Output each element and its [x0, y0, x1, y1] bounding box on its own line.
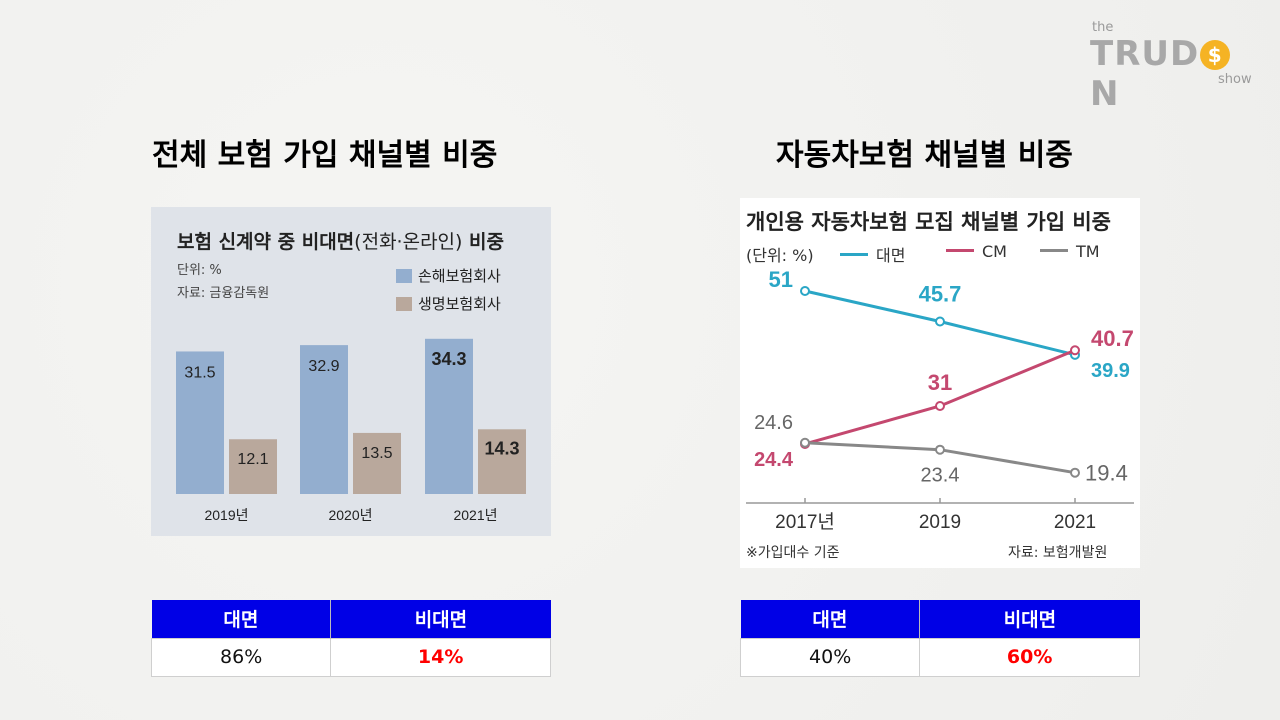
table-header-row: 대면 비대면 [151, 600, 551, 638]
bar-value-label: 13.5 [361, 445, 392, 462]
header-face: 대면 [151, 600, 332, 638]
bar-chart-title: 보험 신계약 중 비대면(전화·온라인) 비중 [177, 227, 504, 254]
point-label-face: 45.7 [919, 281, 962, 306]
point-label-face: 39.9 [1091, 360, 1130, 382]
point-face-0 [800, 286, 810, 296]
logo-brand: TRUD $ N [1090, 34, 1260, 114]
bar-life-1 [353, 432, 401, 494]
logo-show: show [1218, 72, 1252, 87]
point-tm-0 [800, 437, 810, 448]
point-tm-2 [1070, 467, 1080, 478]
header-nonface: 비대면 [919, 600, 1140, 638]
bar-title-part1: 보험 신계약 중 비대면 [177, 231, 355, 253]
line-chart-title: 개인용 자동차보험 모집 채널별 가입 비중 [746, 210, 1111, 234]
bar-chart-panel: 보험 신계약 중 비대면(전화·온라인) 비중 단위: % 자료: 금융감독원 … [151, 207, 551, 536]
point-label-cm: 24.4 [754, 449, 794, 471]
coin-icon: $ [1200, 40, 1231, 70]
bar-nonlife-2 [425, 338, 473, 494]
value-face: 86% [150, 637, 332, 677]
logo-brand-pre: TRUD [1090, 34, 1200, 74]
logo-the: the [1092, 20, 1114, 35]
bar-category-label: 2019년 [204, 507, 248, 523]
point-tm-1 [935, 444, 945, 455]
legend-line-cm [946, 249, 974, 252]
bar-nonlife-1 [300, 345, 348, 494]
bar-value-label: 32.9 [308, 358, 339, 375]
legend-life-label: 생명보험회사 [418, 295, 501, 313]
bar-chart-svg: 31.5 12.1 2019년 32.9 13.5 2020년 34.3 14.3 2021년 [176, 338, 526, 523]
bar-chart-unit: 단위: % [177, 263, 222, 278]
bar-nonlife-0 [176, 351, 224, 494]
legend-tm-label: TM [1076, 242, 1100, 261]
bar-value-label: 14.3 [484, 438, 519, 458]
legend-face: 대면 [840, 242, 905, 266]
legend-line-tm [1040, 249, 1068, 252]
point-label-tm: 24.6 [754, 412, 793, 434]
legend-cm-label: CM [982, 242, 1007, 261]
bar-title-part2: (전화·온라인) [354, 231, 463, 253]
logo-brand-post: N [1090, 74, 1120, 114]
right-summary-table: 대면 비대면 40% 60% [739, 600, 1140, 677]
legend-tm: TM [1040, 242, 1100, 261]
legend-nonlife: 손해보험회사 [396, 265, 501, 286]
x-tick-label: 2021 [1054, 512, 1096, 533]
bar-value-label: 12.1 [237, 451, 268, 468]
x-tick-label: 2017년 [775, 511, 835, 533]
legend-face-label: 대면 [876, 246, 906, 265]
legend-nonlife-label: 손해보험회사 [418, 267, 501, 285]
bar-value-label: 34.3 [431, 349, 466, 369]
right-section-title: 자동차보험 채널별 비중 [776, 138, 1073, 173]
bar-category-label: 2021년 [453, 507, 497, 523]
point-face-1 [935, 316, 945, 327]
bar-life-2 [478, 429, 526, 494]
point-label-tm: 23.4 [921, 465, 960, 487]
left-section-title: 전체 보험 가입 채널별 비중 [152, 138, 498, 173]
table-header-row: 대면 비대면 [740, 600, 1140, 638]
header-face: 대면 [740, 600, 921, 638]
header-nonface: 비대면 [330, 600, 551, 638]
point-cm-2 [1070, 345, 1080, 356]
point-label-tm: 19.4 [1085, 461, 1128, 486]
point-label-face: 51 [769, 267, 793, 292]
bar-title-part3: 비중 [462, 231, 505, 253]
bar-category-label: 2020년 [328, 507, 372, 523]
legend-swatch-life [396, 297, 412, 311]
line-chart-svg: 2017년 2019 2021 51 45.7 39.9 24.4 31 40.7 24.6 23.… [746, 267, 1134, 533]
value-face: 40% [739, 637, 921, 677]
table-row: 86% 14% [150, 637, 551, 677]
bar-value-label: 31.5 [184, 364, 215, 381]
point-cm-1 [935, 401, 945, 411]
bar-life-0 [229, 439, 277, 494]
x-tick-label: 2019 [919, 512, 961, 533]
line-chart-note: ※가입대수 기준 [746, 545, 840, 561]
point-label-cm: 31 [928, 370, 952, 395]
line-chart-unit: (단위: %) [746, 246, 814, 265]
value-nonface: 14% [330, 637, 551, 677]
left-summary-table: 대면 비대면 86% 14% [150, 600, 551, 677]
legend-cm: CM [946, 242, 1007, 261]
trudon-logo: the TRUD $ N show [1090, 20, 1260, 114]
value-nonface: 60% [919, 637, 1140, 677]
legend-life: 생명보험회사 [396, 293, 501, 314]
line-chart-source: 자료: 보험개발원 [1008, 545, 1108, 561]
line-chart-panel: 개인용 자동차보험 모집 채널별 가입 비중 (단위: %) 대면 CM TM … [740, 198, 1140, 568]
point-label-cm: 40.7 [1091, 326, 1134, 351]
table-row: 40% 60% [739, 637, 1140, 677]
legend-line-face [840, 253, 868, 256]
line-cm [804, 348, 1076, 446]
legend-swatch-nonlife [396, 269, 412, 283]
bar-chart-source: 자료: 금융감독원 [177, 286, 270, 301]
